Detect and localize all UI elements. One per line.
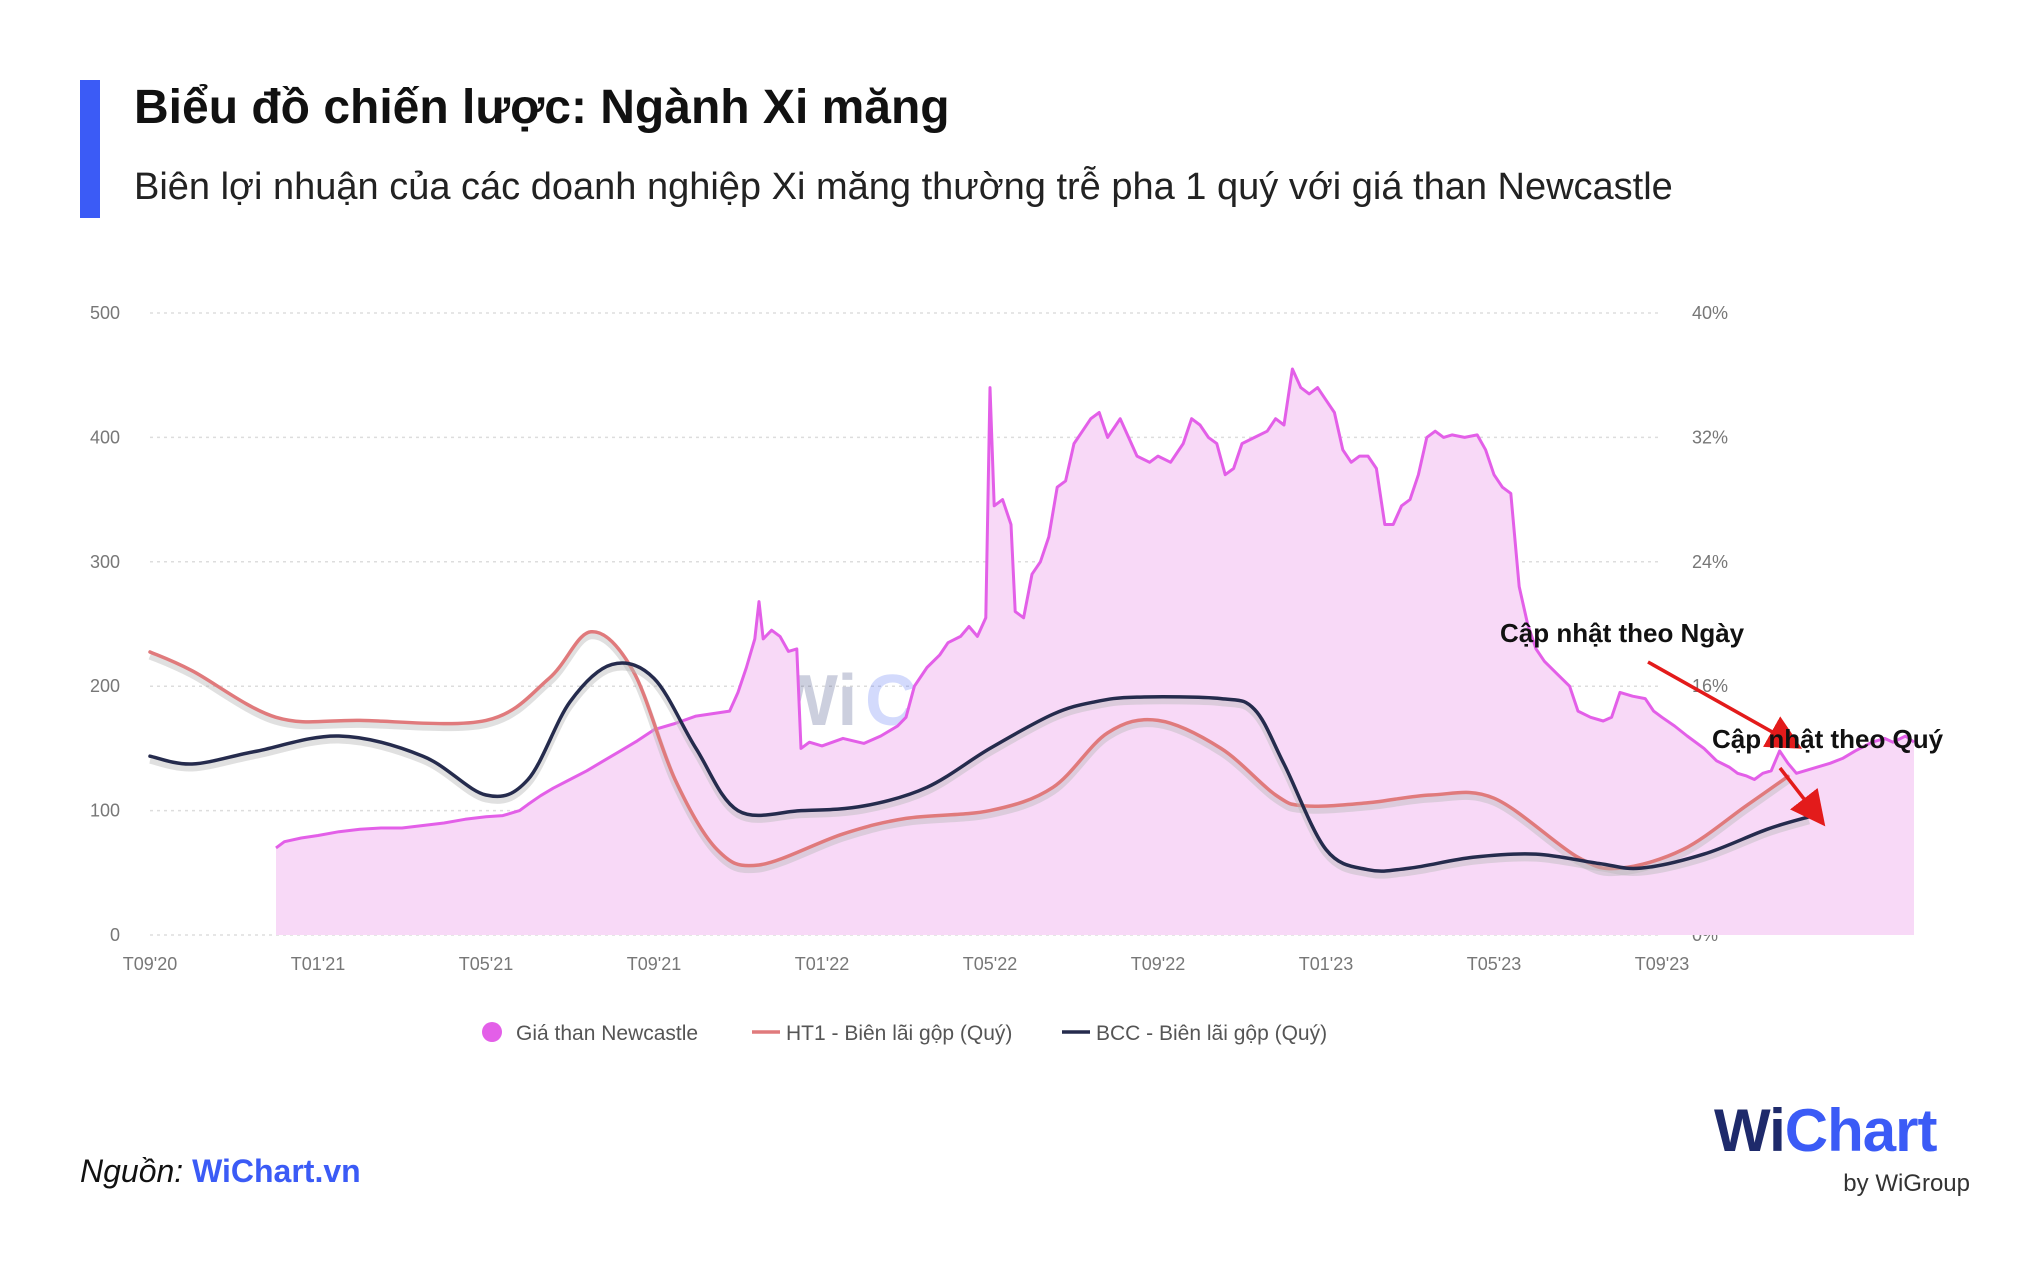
x-tick-label: T09'22 bbox=[1131, 954, 1185, 974]
x-tick-label: T05'21 bbox=[459, 954, 513, 974]
x-tick-label: T01'22 bbox=[795, 954, 849, 974]
x-tick-label: T01'21 bbox=[291, 954, 345, 974]
y-tick-label: 100 bbox=[90, 801, 120, 821]
x-tick-label: T09'21 bbox=[627, 954, 681, 974]
source-prefix: Nguồn: bbox=[80, 1153, 184, 1189]
legend-coal-price-swatch bbox=[482, 1022, 502, 1042]
brand-wordmark: WiChart bbox=[1714, 1096, 1938, 1165]
series-line-coal-price bbox=[275, 367, 1915, 850]
x-tick-label: T01'23 bbox=[1299, 954, 1353, 974]
source-link[interactable]: WiChart.vn bbox=[192, 1153, 361, 1189]
y-tick-label: 500 bbox=[90, 303, 120, 323]
chart-legend: Giá than Newcastle HT1 - Biên lãi gộp (Qu… bbox=[482, 1022, 1327, 1045]
x-tick-label: T09'23 bbox=[1635, 954, 1689, 974]
series-line-bcc-shadow bbox=[149, 663, 1811, 879]
page-subtitle: Biên lợi nhuận của các doanh nghiệp Xi m… bbox=[134, 166, 1673, 208]
brand-wordmark-wi: Wi bbox=[1714, 1097, 1786, 1164]
brand-logo: WiChart by WiGroup bbox=[1714, 1096, 1970, 1206]
annotation-arrow-quarterly bbox=[1778, 766, 1826, 827]
annotation-daily-update: Cập nhật theo Ngày bbox=[1500, 618, 1745, 648]
chart-annotations: Cập nhật theo Ngày Cập nhật theo Quý bbox=[1500, 618, 1944, 827]
x-tick-label: T05'22 bbox=[963, 954, 1017, 974]
y-axis-left: 0 100 200 300 400 500 bbox=[90, 303, 120, 945]
annotation-quarterly-update: Cập nhật theo Quý bbox=[1712, 724, 1944, 754]
page-title: Biểu đồ chiến lược: Ngành Xi măng bbox=[134, 81, 950, 134]
series-line-bcc bbox=[148, 661, 1811, 873]
y2-tick-label: 40% bbox=[1692, 303, 1728, 323]
series-area-coal-price bbox=[276, 369, 1914, 935]
y-tick-label: 0 bbox=[110, 925, 120, 945]
title-accent-bar bbox=[80, 80, 100, 218]
y2-tick-label: 32% bbox=[1692, 427, 1728, 447]
legend-bcc-label: BCC - Biên lãi gộp (Quý) bbox=[1096, 1022, 1327, 1045]
series-line-ht1 bbox=[148, 630, 1790, 871]
brand-wordmark-chart: Chart bbox=[1784, 1097, 1938, 1164]
x-tick-label: T05'23 bbox=[1467, 954, 1521, 974]
chart-series bbox=[148, 367, 1915, 935]
legend-coal-price-label: Giá than Newcastle bbox=[516, 1022, 698, 1045]
y-tick-label: 400 bbox=[90, 427, 120, 447]
y-tick-label: 300 bbox=[90, 552, 120, 572]
y2-tick-label: 24% bbox=[1692, 552, 1728, 572]
x-axis: T09'20 T01'21 T05'21 T09'21 T01'22 T05'22 T09'… bbox=[123, 954, 1689, 974]
x-tick-label: T09'20 bbox=[123, 954, 177, 974]
series-line-ht1-shadow bbox=[148, 632, 1791, 877]
annotation-arrow-daily bbox=[1647, 660, 1803, 749]
y-tick-label: 200 bbox=[90, 676, 120, 696]
y2-tick-label: 16% bbox=[1692, 676, 1728, 696]
source-note: Nguồn: WiChart.vn bbox=[80, 1153, 361, 1190]
brand-tagline: by WiGroup bbox=[1843, 1170, 1970, 1197]
legend-ht1-label: HT1 - Biên lãi gộp (Quý) bbox=[786, 1022, 1012, 1045]
